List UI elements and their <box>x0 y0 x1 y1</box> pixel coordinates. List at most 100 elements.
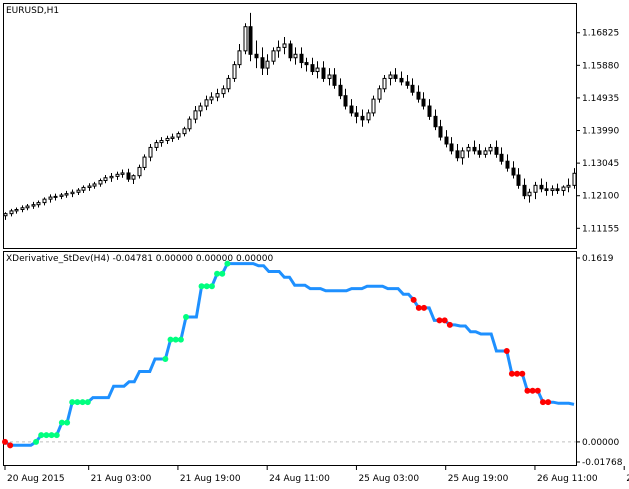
time-tick-label: 25 Aug 19:00 <box>448 474 509 484</box>
candle-body-up <box>371 98 376 114</box>
candle-body-up <box>48 196 53 200</box>
candle-body-up <box>59 194 64 197</box>
candle-body-down <box>393 74 398 79</box>
indicator-up-dot <box>183 313 190 320</box>
indicator-tick-label: 0.1619 <box>582 254 614 264</box>
candle-body-down <box>511 167 516 176</box>
candle-body-up <box>170 136 175 139</box>
indicator-down-dot <box>7 442 14 449</box>
candle-body-up <box>226 77 231 90</box>
candle-body-up <box>388 74 393 79</box>
indicator-color-dots <box>2 260 552 449</box>
candle-body-up <box>109 175 114 179</box>
indicator-up-dot <box>79 399 86 406</box>
candle-body-up <box>572 172 577 186</box>
candle-body-up <box>53 195 58 198</box>
indicator-up-dot <box>172 336 179 343</box>
candle-body-up <box>92 183 97 187</box>
candle-body-down <box>248 26 253 55</box>
candle-body-up <box>64 193 69 196</box>
candle-body-down <box>288 43 293 59</box>
candle-body-up <box>198 105 203 112</box>
candle-body-up <box>76 189 81 193</box>
price-tick-label: 1.11155 <box>582 224 619 234</box>
candle-body-up <box>221 88 226 95</box>
candle-body-down <box>427 105 432 117</box>
candle-body-up <box>154 142 159 148</box>
candle-body-up <box>366 112 371 121</box>
indicator-up-dot <box>43 432 50 439</box>
candle-body-up <box>377 88 382 100</box>
candle-body-down <box>343 95 348 107</box>
candle-body-up <box>103 177 108 182</box>
candle-body-up <box>87 185 92 188</box>
price-tick-label: 1.13990 <box>582 127 619 137</box>
candle-body-up <box>460 150 465 159</box>
candle-body-down <box>304 62 309 66</box>
candle-body-up <box>488 146 493 152</box>
indicator-down-dot <box>415 304 422 311</box>
candlestick-series <box>3 12 577 220</box>
main-panel-label: EURUSD,H1 <box>6 6 59 16</box>
indicator-down-dot <box>519 370 526 377</box>
time-tick-label: 24 Aug 11:00 <box>269 474 330 484</box>
candle-body-up <box>187 118 192 130</box>
indicator-up-dot <box>198 283 205 290</box>
candle-body-up <box>193 110 198 120</box>
indicator-value-ticks: 0.1619 0.00000 -0.01768 <box>576 254 623 468</box>
indicator-up-dot <box>58 419 65 426</box>
indicator-down-dot <box>2 438 8 445</box>
candle-body-up <box>209 96 214 101</box>
indicator-down-dot <box>446 321 453 328</box>
price-tick-label: 1.13045 <box>582 159 619 169</box>
indicator-up-dot <box>48 432 55 439</box>
indicator-down-dot <box>545 399 552 406</box>
candle-body-up <box>204 99 209 107</box>
indicator-up-dot <box>69 399 76 406</box>
candle-body-down <box>544 188 549 192</box>
indicator-panel-frame <box>3 251 577 466</box>
candle-body-up <box>98 180 103 185</box>
time-tick-label: 21 Aug 19:00 <box>180 474 241 484</box>
candle-body-up <box>382 77 387 90</box>
candle-body-up <box>42 198 47 204</box>
candle-body-down <box>310 64 315 73</box>
candle-body-up <box>137 166 142 177</box>
indicator-up-dot <box>208 283 215 290</box>
candle-body-down <box>455 150 460 159</box>
indicator-tick-label: 0.00000 <box>582 438 619 448</box>
candle-body-down <box>516 174 521 186</box>
candle-body-up <box>243 26 248 52</box>
candle-body-up <box>131 175 136 180</box>
candle-body-up <box>182 128 187 135</box>
candle-body-down <box>449 143 454 152</box>
candle-body-down <box>522 184 527 197</box>
candle-body-down <box>555 188 560 192</box>
time-tick-label: 27 Aug 03:00 <box>626 474 629 484</box>
candle-body-down <box>444 136 449 145</box>
candle-body-up <box>533 184 538 193</box>
candle-body-up <box>215 93 220 98</box>
candle-body-up <box>20 207 25 211</box>
candle-body-down <box>338 84 343 97</box>
candle-body-up <box>14 209 19 212</box>
indicator-up-dot <box>162 355 169 362</box>
indicator-up-dot <box>53 432 60 439</box>
candle-body-up <box>276 46 281 52</box>
indicator-down-dot <box>514 370 521 377</box>
indicator-up-dot <box>33 438 40 445</box>
candle-body-down <box>299 53 304 64</box>
time-tick-label: 21 Aug 03:00 <box>91 474 152 484</box>
indicator-down-dot <box>420 304 427 311</box>
candle-body-down <box>421 98 426 107</box>
candle-body-down <box>399 77 404 83</box>
candle-body-down <box>494 146 499 155</box>
candle-body-up <box>148 146 153 158</box>
time-tick-label: 20 Aug 2015 <box>7 474 65 484</box>
candle-body-up <box>36 202 41 206</box>
indicator-up-dot <box>224 260 231 267</box>
candle-body-up <box>527 191 532 197</box>
candle-body-up <box>142 156 147 168</box>
main-price-ticks: 1.16825 1.15880 1.14935 1.13990 1.13045 1.121… <box>576 29 619 234</box>
candle-body-up <box>165 137 170 142</box>
